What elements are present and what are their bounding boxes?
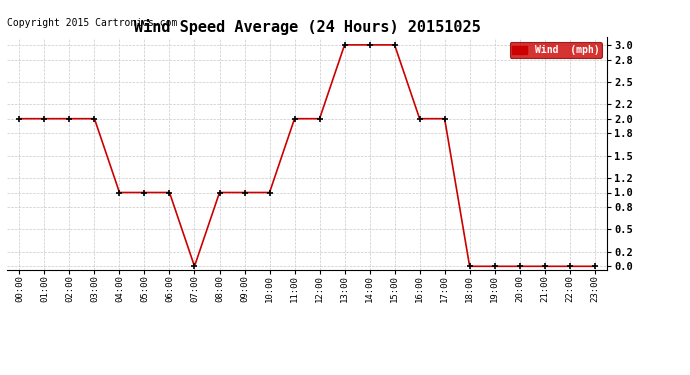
Legend: Wind  (mph): Wind (mph) (509, 42, 602, 58)
Text: Copyright 2015 Cartronics.com: Copyright 2015 Cartronics.com (7, 18, 177, 28)
Title: Wind Speed Average (24 Hours) 20151025: Wind Speed Average (24 Hours) 20151025 (134, 19, 480, 35)
